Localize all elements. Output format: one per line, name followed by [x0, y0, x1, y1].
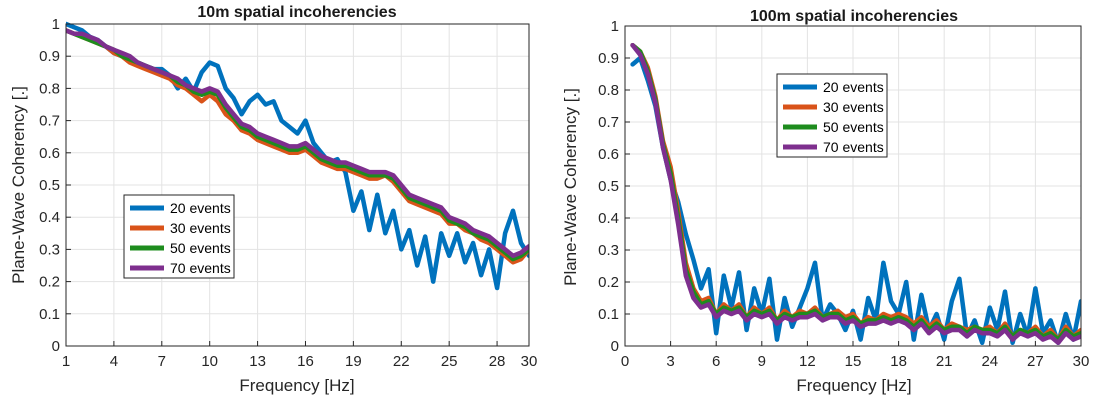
chart-title: 100m spatial incoherencies [750, 8, 958, 25]
y-axis-label: Plane-Wave Coherency [.] [9, 86, 28, 284]
y-tick-label: 1 [611, 18, 619, 35]
y-tick-label: 0.3 [598, 242, 619, 259]
x-axis-label: Frequency [Hz] [239, 376, 354, 395]
x-tick-label: 18 [890, 353, 907, 370]
chart-10m-svg: 10m spatial incoherencies Plane-Wave Coh… [9, 4, 538, 395]
x-tick-label: 9 [758, 353, 766, 370]
y-tick-label: 0.1 [39, 306, 60, 323]
x-tick-label: 24 [981, 353, 998, 370]
x-tick-label: 19 [345, 353, 362, 370]
x-axis-label: Frequency [Hz] [796, 376, 911, 395]
legend-label: 20 events [170, 200, 231, 216]
x-tick-label: 13 [249, 353, 266, 370]
legend-label: 70 events [170, 260, 231, 276]
y-tick-label: 0.4 [598, 210, 619, 227]
chart-100m-svg: 100m spatial incoherencies Plane-Wave Co… [561, 8, 1090, 395]
legend-label: 70 events [823, 139, 884, 155]
y-tick-label: 0.8 [39, 80, 60, 97]
chart-title: 10m spatial incoherencies [197, 4, 396, 21]
y-tick-label: 0.9 [598, 50, 619, 67]
y-tick-label: 0.1 [598, 306, 619, 323]
y-tick-label: 0.4 [39, 209, 60, 226]
y-tick-label: 0 [611, 338, 619, 355]
y-tick-label: 1 [52, 16, 60, 33]
legend: 20 events 30 events 50 events 70 events [776, 73, 888, 158]
x-tick-label: 22 [393, 353, 410, 370]
x-tick-label: 7 [158, 353, 166, 370]
legend-label: 20 events [823, 79, 884, 95]
x-tick-label: 28 [489, 353, 506, 370]
legend: 20 events 30 events 50 events 70 events [123, 194, 235, 279]
x-tick-label: 10 [201, 353, 218, 370]
x-tick-label: 21 [936, 353, 953, 370]
x-tick-label: 4 [110, 353, 118, 370]
x-tick-label: 30 [521, 353, 538, 370]
x-tick-label: 0 [621, 353, 629, 370]
x-tick-label: 3 [666, 353, 674, 370]
y-tick-label: 0.7 [39, 113, 60, 130]
x-tick-label: 6 [712, 353, 720, 370]
x-tick-label: 27 [1027, 353, 1044, 370]
x-tick-label: 30 [1073, 353, 1090, 370]
series-line-70-events [630, 42, 1081, 346]
legend-label: 30 events [170, 220, 231, 236]
legend-label: 30 events [823, 99, 884, 115]
x-tick-label: 1 [62, 353, 70, 370]
y-tick-label: 0.7 [598, 114, 619, 131]
x-tick-label: 15 [845, 353, 862, 370]
series-line-70-events [66, 28, 529, 259]
chart-100m: 100m spatial incoherencies Plane-Wave Co… [548, 0, 1097, 405]
y-tick-label: 0.2 [598, 274, 619, 291]
y-tick-label: 0.6 [598, 146, 619, 163]
chart-10m: 10m spatial incoherencies Plane-Wave Coh… [0, 0, 548, 405]
y-tick-label: 0.3 [39, 241, 60, 258]
y-axis-label: Plane-Wave Coherency [.] [561, 88, 580, 286]
x-tick-label: 12 [799, 353, 816, 370]
y-tick-label: 0.5 [598, 178, 619, 195]
legend-label: 50 events [823, 119, 884, 135]
y-tick-label: 0.9 [39, 48, 60, 65]
x-tick-label: 16 [297, 353, 314, 370]
legend-label: 50 events [170, 240, 231, 256]
y-tick-label: 0.6 [39, 145, 60, 162]
y-tick-label: 0.2 [39, 274, 60, 291]
y-tick-label: 0.8 [598, 82, 619, 99]
y-tick-label: 0.5 [39, 177, 60, 194]
x-tick-label: 25 [441, 353, 458, 370]
y-tick-label: 0 [52, 338, 60, 355]
